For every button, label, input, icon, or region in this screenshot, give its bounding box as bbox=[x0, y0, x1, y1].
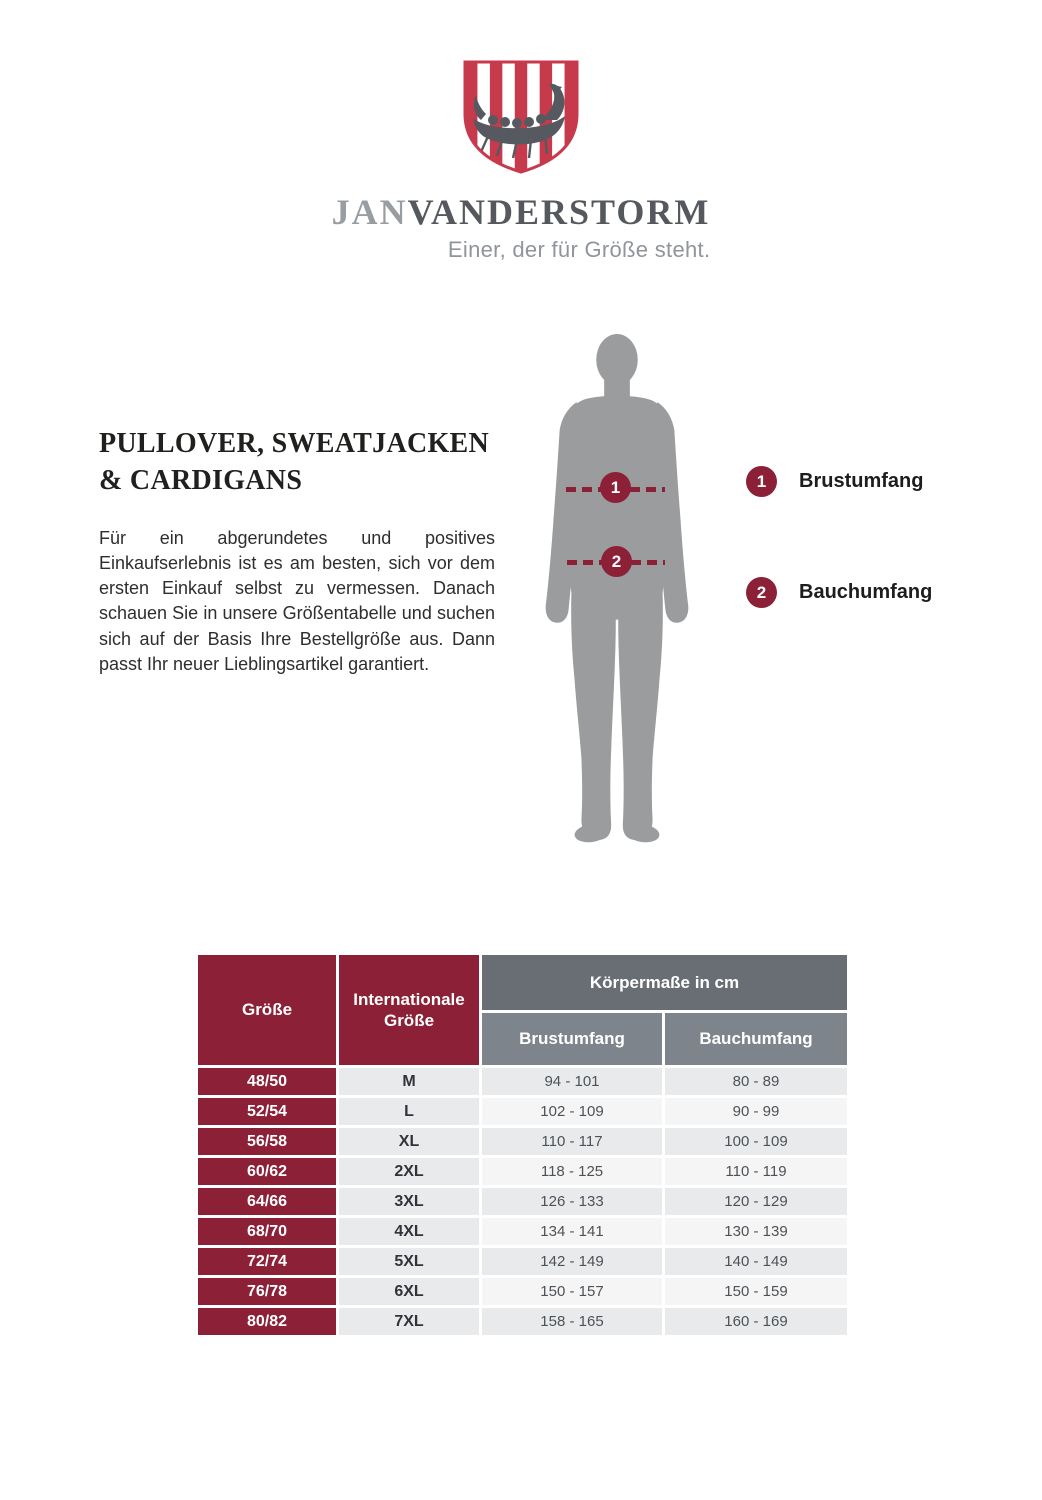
waist-cell: 120 - 129 bbox=[665, 1188, 847, 1215]
intl-size-cell: M bbox=[339, 1068, 479, 1095]
intro-section: PULLOVER, SWEATJACKEN & CARDIGANS Für ei… bbox=[99, 426, 495, 677]
legend-item-brustumfang: 1 Brustumfang bbox=[746, 466, 923, 497]
table-row: 48/50 M 94 - 101 80 - 89 bbox=[198, 1068, 847, 1095]
table-row: 64/66 3XL 126 - 133 120 - 129 bbox=[198, 1188, 847, 1215]
table-row: 56/58 XL 110 - 117 100 - 109 bbox=[198, 1128, 847, 1155]
size-cell: 80/82 bbox=[198, 1308, 336, 1335]
brand-name-light: JAN bbox=[331, 192, 408, 232]
waist-cell: 110 - 119 bbox=[665, 1158, 847, 1185]
section-heading: PULLOVER, SWEATJACKEN & CARDIGANS bbox=[99, 426, 495, 500]
chest-cell: 158 - 165 bbox=[482, 1308, 662, 1335]
legend-marker-2: 2 bbox=[746, 577, 777, 608]
size-cell: 48/50 bbox=[198, 1068, 336, 1095]
legend-label-brustumfang: Brustumfang bbox=[799, 470, 924, 492]
chest-marker: 1 bbox=[600, 472, 631, 503]
chest-cell: 142 - 149 bbox=[482, 1248, 662, 1275]
waist-marker: 2 bbox=[601, 546, 632, 577]
chest-cell: 134 - 141 bbox=[482, 1218, 662, 1245]
col-header-koerpermasse: Körpermaße in cm bbox=[482, 955, 847, 1010]
section-heading-line2: & CARDIGANS bbox=[99, 464, 303, 496]
brand-name: JANVANDERSTORM bbox=[332, 191, 711, 233]
chest-cell: 102 - 109 bbox=[482, 1098, 662, 1125]
size-table: Größe Internationale Größe Körpermaße in… bbox=[195, 952, 850, 1338]
intl-size-cell: L bbox=[339, 1098, 479, 1125]
waist-cell: 80 - 89 bbox=[665, 1068, 847, 1095]
waist-cell: 160 - 169 bbox=[665, 1308, 847, 1335]
waist-cell: 100 - 109 bbox=[665, 1128, 847, 1155]
brand-header: JANVANDERSTORM Einer, der für Größe steh… bbox=[0, 56, 1042, 263]
col-header-bauchumfang: Bauchumfang bbox=[665, 1013, 847, 1065]
intl-size-cell: 5XL bbox=[339, 1248, 479, 1275]
intl-size-cell: 7XL bbox=[339, 1308, 479, 1335]
chest-cell: 126 - 133 bbox=[482, 1188, 662, 1215]
intl-size-cell: XL bbox=[339, 1128, 479, 1155]
table-row: 60/62 2XL 118 - 125 110 - 119 bbox=[198, 1158, 847, 1185]
size-cell: 76/78 bbox=[198, 1278, 336, 1305]
col-header-groesse: Größe bbox=[198, 955, 336, 1065]
size-cell: 72/74 bbox=[198, 1248, 336, 1275]
brand-logo-shield-icon bbox=[463, 60, 579, 174]
size-cell: 68/70 bbox=[198, 1218, 336, 1245]
size-cell: 56/58 bbox=[198, 1128, 336, 1155]
table-row: 72/74 5XL 142 - 149 140 - 149 bbox=[198, 1248, 847, 1275]
waist-cell: 140 - 149 bbox=[665, 1248, 847, 1275]
size-cell: 60/62 bbox=[198, 1158, 336, 1185]
col-header-internationale-groesse: Internationale Größe bbox=[339, 955, 479, 1065]
legend-marker-1: 1 bbox=[746, 466, 777, 497]
size-table-section: Größe Internationale Größe Körpermaße in… bbox=[195, 952, 850, 1338]
table-row: 52/54 L 102 - 109 90 - 99 bbox=[198, 1098, 847, 1125]
table-row: 76/78 6XL 150 - 157 150 - 159 bbox=[198, 1278, 847, 1305]
waist-cell: 150 - 159 bbox=[665, 1278, 847, 1305]
col-header-brustumfang: Brustumfang bbox=[482, 1013, 662, 1065]
intl-size-cell: 3XL bbox=[339, 1188, 479, 1215]
body-silhouette bbox=[545, 333, 689, 843]
table-row: 80/82 7XL 158 - 165 160 - 169 bbox=[198, 1308, 847, 1335]
chest-cell: 118 - 125 bbox=[482, 1158, 662, 1185]
chest-cell: 94 - 101 bbox=[482, 1068, 662, 1095]
intro-paragraph: Für ein abgerundetes und positives Einka… bbox=[99, 527, 495, 674]
legend-label-bauchumfang: Bauchumfang bbox=[799, 581, 933, 603]
intl-size-cell: 2XL bbox=[339, 1158, 479, 1185]
size-cell: 64/66 bbox=[198, 1188, 336, 1215]
brand-name-dark: VANDERSTORM bbox=[407, 192, 711, 232]
intl-size-cell: 6XL bbox=[339, 1278, 479, 1305]
brand-tagline: Einer, der für Größe steht. bbox=[447, 237, 711, 262]
viking-ship-icon bbox=[472, 83, 565, 159]
waist-cell: 90 - 99 bbox=[665, 1098, 847, 1125]
table-row: 68/70 4XL 134 - 141 130 - 139 bbox=[198, 1218, 847, 1245]
legend-item-bauchumfang: 2 Bauchumfang bbox=[746, 577, 932, 608]
intl-size-cell: 4XL bbox=[339, 1218, 479, 1245]
chest-cell: 150 - 157 bbox=[482, 1278, 662, 1305]
chest-cell: 110 - 117 bbox=[482, 1128, 662, 1155]
size-cell: 52/54 bbox=[198, 1098, 336, 1125]
waist-cell: 130 - 139 bbox=[665, 1218, 847, 1245]
section-heading-line1: PULLOVER, SWEATJACKEN bbox=[99, 428, 490, 459]
